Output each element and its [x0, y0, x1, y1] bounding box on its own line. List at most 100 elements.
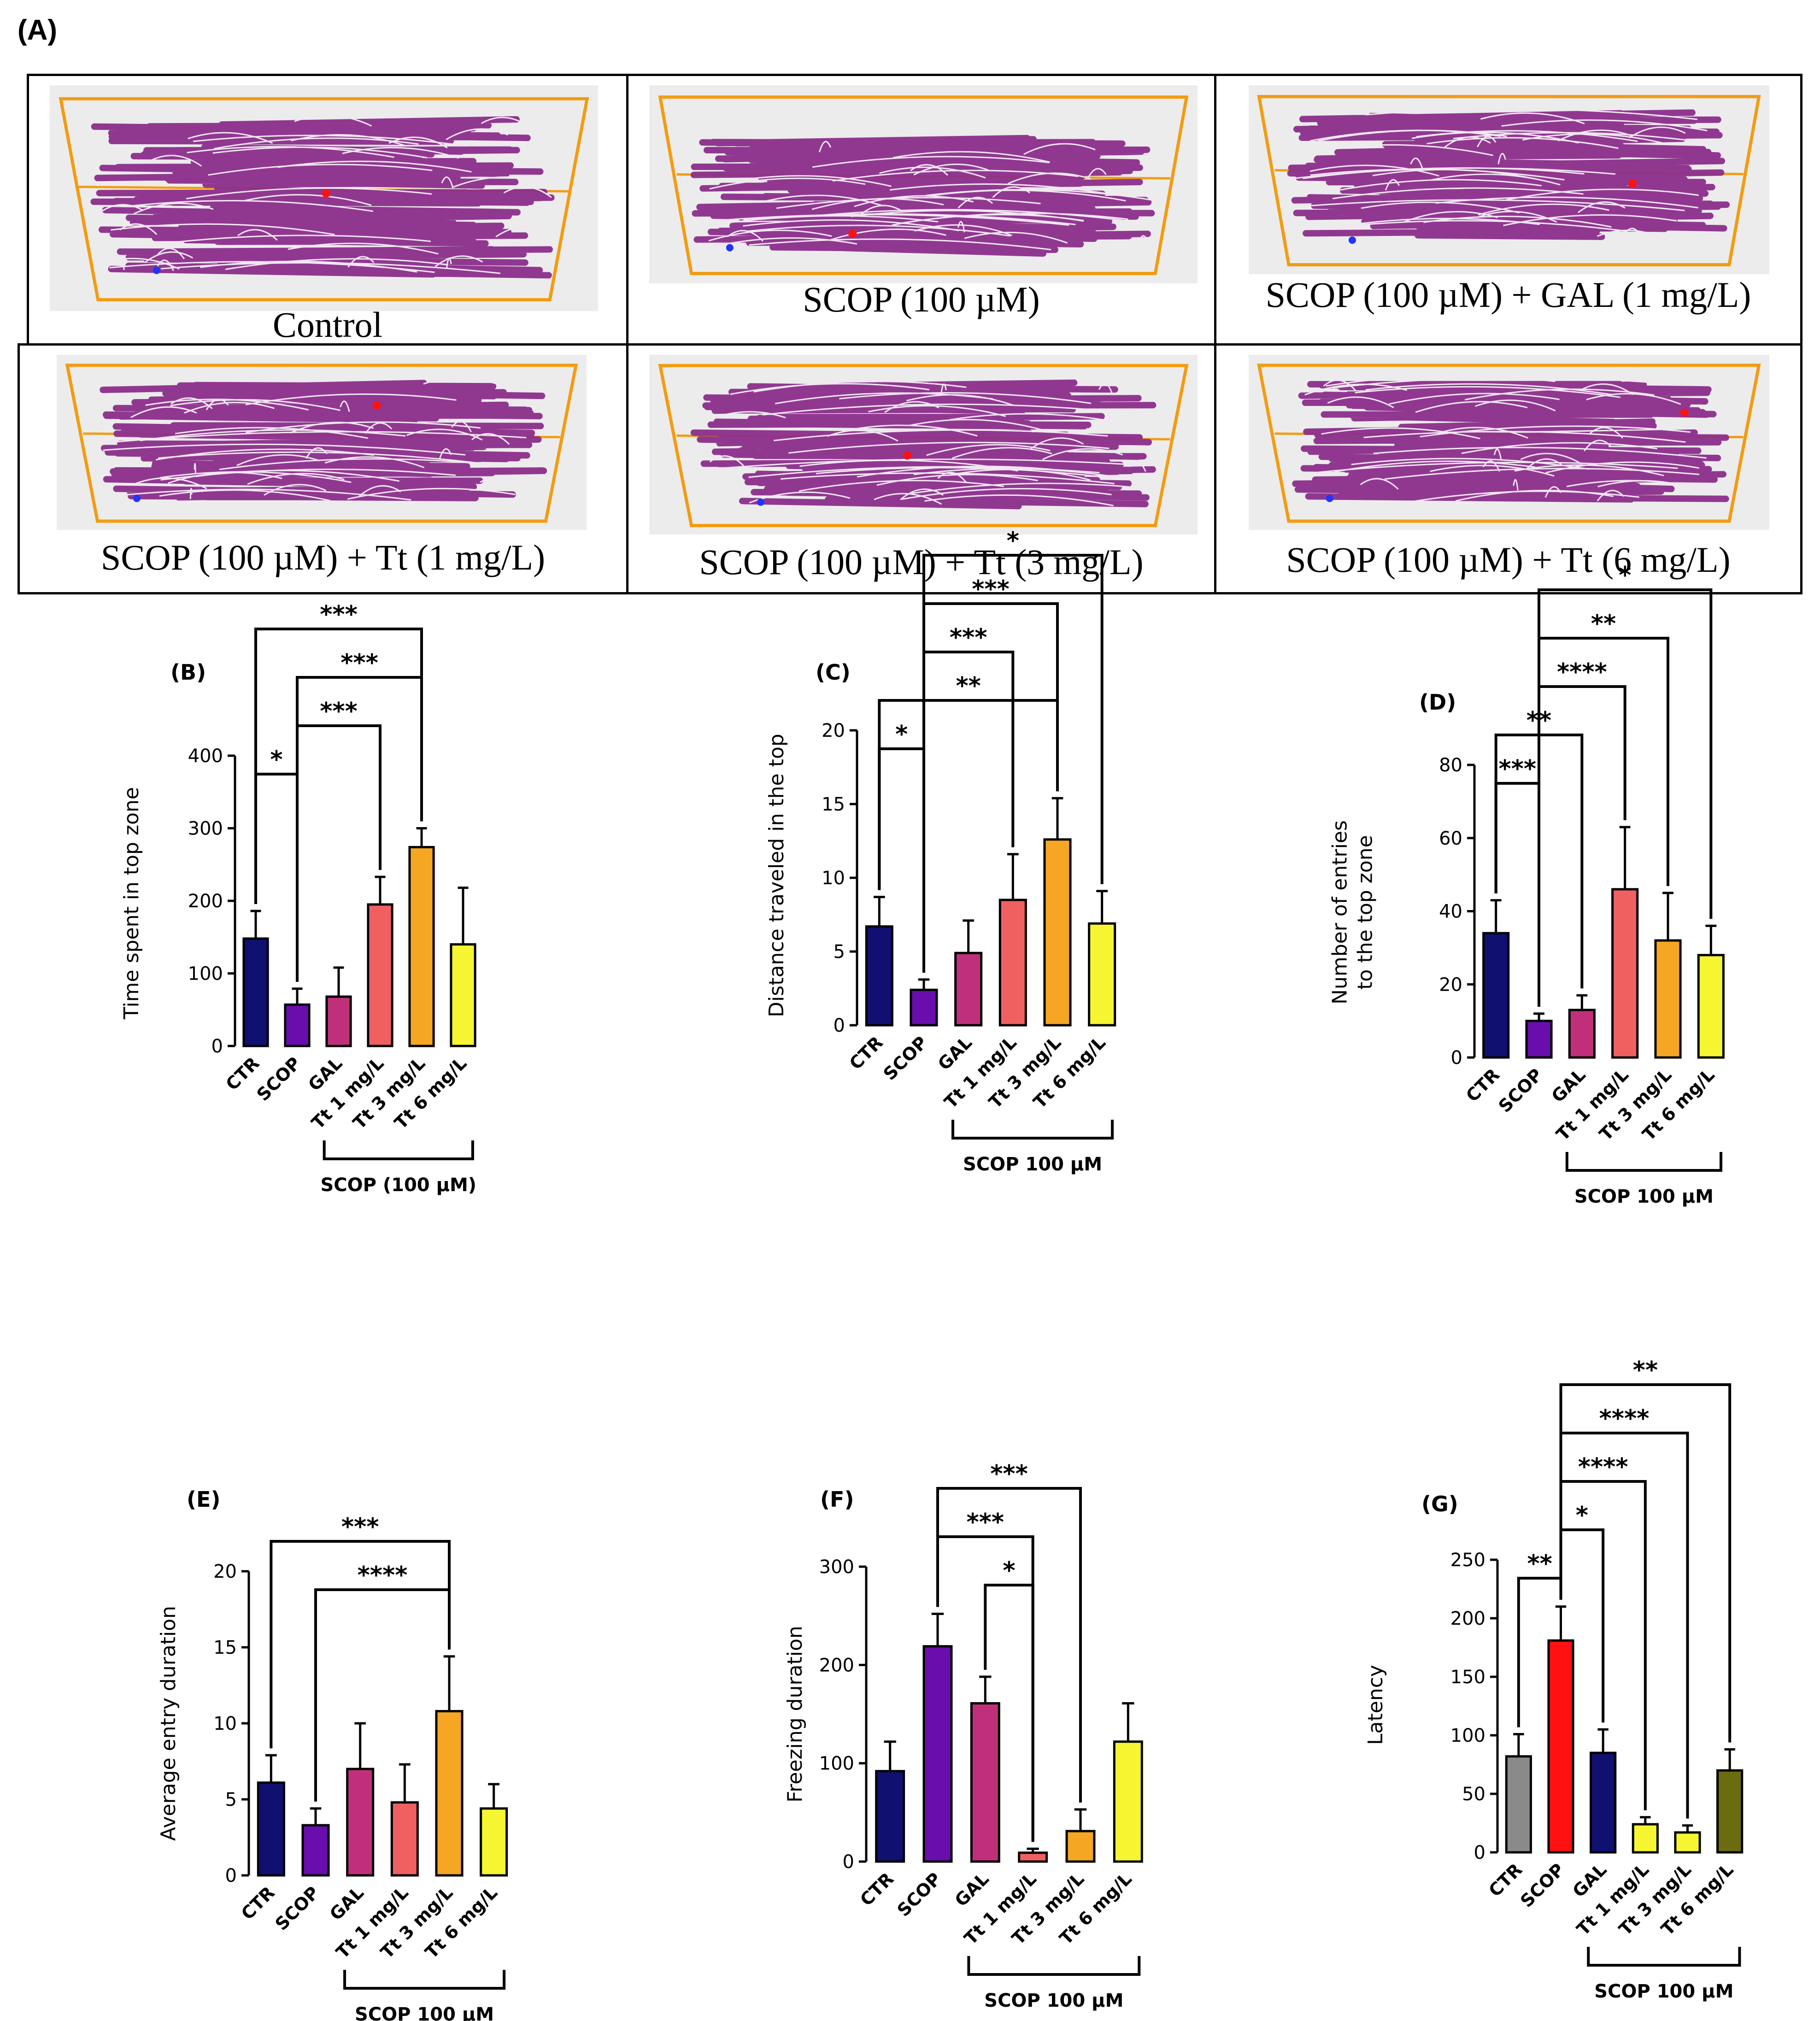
end-marker	[1628, 179, 1637, 188]
condition-label: SCOP (100 µM) + Tt (3 mg/L)	[699, 542, 1144, 582]
tracking-grid: Control SCOP (100 µM) SCOP (100 µM) + GA…	[18, 74, 1802, 594]
y-tick-label: 300	[819, 1557, 854, 1578]
track-cell-tt1: SCOP (100 µM) + Tt (1 mg/L)	[18, 343, 628, 594]
significance-stars: ***	[320, 698, 358, 725]
group-bracket	[323, 1140, 474, 1160]
y-axis-label: Freezing duration	[783, 1626, 807, 1803]
y-axis-label: Latency	[1364, 1665, 1387, 1745]
end-marker	[1680, 408, 1689, 417]
group-label: SCOP 100 µM	[1594, 1981, 1733, 2002]
y-tick-label: 0	[211, 1036, 223, 1057]
category-label: SCOP	[893, 1868, 945, 1921]
swim-path-highlights	[702, 381, 1154, 506]
bar	[346, 1768, 375, 1877]
swim-path-highlights	[103, 377, 527, 501]
significance-stars: ***	[320, 601, 358, 629]
condition-label: SCOP (100 µM) + Tt (1 mg/L)	[100, 537, 546, 577]
significance-stars: ***	[950, 624, 987, 652]
bar	[1043, 838, 1072, 1027]
start-marker	[153, 266, 160, 274]
panel-label: (E)	[187, 1487, 220, 1512]
significance-stars: ***	[990, 1460, 1028, 1488]
swim-path-highlights	[95, 115, 552, 274]
start-marker	[757, 498, 764, 506]
significance-bracket	[922, 554, 1104, 973]
bar	[301, 1824, 330, 1877]
panel-label: (C)	[816, 660, 851, 685]
bar	[1568, 1009, 1596, 1059]
significance-bracket	[270, 1540, 451, 1749]
group-label: SCOP 100 µM	[1574, 1186, 1714, 1207]
panel-label: (G)	[1421, 1492, 1458, 1516]
arena-outline	[65, 364, 578, 523]
bar	[910, 988, 938, 1027]
bar	[450, 943, 476, 1047]
category-label: GAL	[326, 1882, 368, 1924]
y-tick-label: 10	[822, 868, 845, 889]
y-tick-label: 0	[1451, 1047, 1462, 1069]
y-tick-label: 150	[1450, 1667, 1485, 1688]
bar	[865, 925, 893, 1027]
significance-bracket	[1559, 1432, 1689, 1819]
swim-path-highlights	[702, 141, 1153, 251]
y-tick-label: 0	[834, 1015, 845, 1036]
condition-label: SCOP (100 µM) + Tt (6 mg/L)	[1286, 540, 1731, 580]
start-marker	[1348, 236, 1356, 244]
significance-bracket	[296, 676, 423, 982]
bar	[954, 952, 983, 1027]
panel-label: (F)	[820, 1487, 854, 1512]
arena-outline	[1257, 95, 1761, 266]
bar	[1590, 1751, 1617, 1854]
start-marker	[1326, 494, 1333, 502]
significance-stars: ***	[972, 576, 1010, 603]
significance-stars: *	[1007, 527, 1019, 555]
bar	[1547, 1639, 1574, 1854]
end-marker	[322, 189, 330, 198]
bar	[367, 903, 393, 1047]
y-tick-label: 15	[822, 794, 845, 815]
condition-label: SCOP (100 µM) + GAL (1 mg/L)	[1265, 275, 1751, 315]
track-cell-control: Control	[27, 74, 628, 346]
y-tick-label: 60	[1439, 828, 1462, 849]
y-tick-label: 200	[1450, 1608, 1485, 1629]
group-bracket	[1565, 1152, 1722, 1172]
category-label: GAL	[934, 1032, 976, 1074]
y-tick-label: 20	[213, 1561, 237, 1582]
end-marker	[848, 229, 857, 238]
swim-path-highlights	[1304, 375, 1715, 503]
bar	[325, 995, 352, 1047]
category-label: SCOP	[1516, 1859, 1568, 1911]
arena-outline	[658, 364, 1189, 527]
arena-outline	[59, 97, 589, 301]
bar	[1697, 954, 1725, 1059]
group-bracket	[951, 1120, 1114, 1140]
bar	[1654, 939, 1682, 1059]
group-bracket	[1587, 1947, 1741, 1967]
swim-track-plot	[57, 355, 587, 530]
bar	[480, 1807, 508, 1877]
bar	[922, 1645, 953, 1863]
group-bracket	[343, 1970, 506, 1990]
significance-bracket	[936, 1487, 1082, 1803]
bar	[1716, 1769, 1744, 1854]
y-tick-label: 400	[188, 746, 223, 767]
significance-stars: ***	[1499, 755, 1537, 783]
category-label: CTR	[237, 1882, 279, 1924]
swim-track-plot	[1249, 355, 1769, 530]
significance-stars: **	[1591, 610, 1616, 638]
swim-track-plot	[649, 355, 1198, 535]
y-tick-label: 50	[1462, 1784, 1485, 1805]
y-tick-label: 20	[822, 720, 845, 741]
significance-bracket	[1538, 637, 1669, 1007]
y-tick-label: 5	[834, 941, 845, 963]
bar	[390, 1801, 419, 1877]
y-axis-label: Number of entries	[1328, 820, 1352, 1005]
end-marker	[903, 451, 911, 460]
significance-stars: ***	[341, 1513, 379, 1541]
significance-bracket	[1559, 1383, 1732, 1743]
bar	[1632, 1823, 1659, 1854]
y-tick-label: 100	[188, 963, 223, 985]
bar	[1065, 1830, 1096, 1863]
